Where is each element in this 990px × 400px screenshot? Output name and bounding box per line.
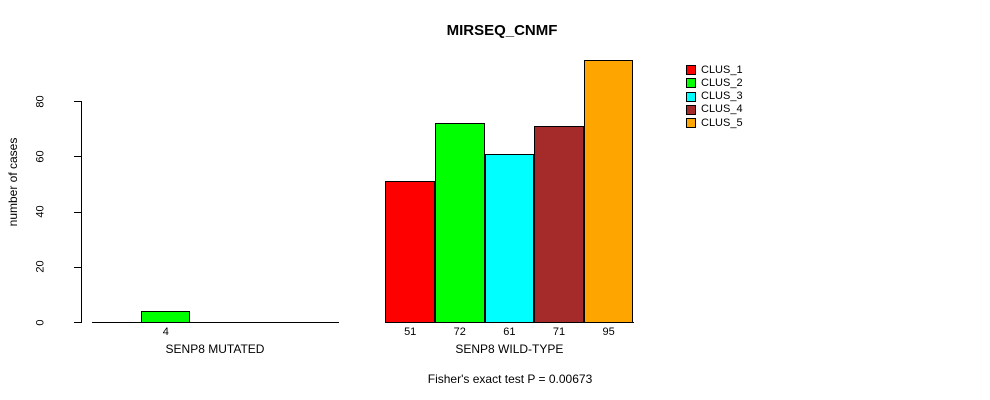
legend-swatch-clus-2 — [686, 78, 696, 89]
legend-swatch-clus-4 — [686, 104, 696, 115]
y-axis-tick — [74, 156, 81, 158]
y-tick-label: 60 — [34, 150, 46, 163]
caption-text: Fisher's exact test P = 0.00673 — [427, 372, 593, 386]
bar-value-label: 71 — [552, 326, 566, 338]
bar-clus-4-senp8-wild-type — [534, 126, 584, 323]
bar-clus-5-senp8-wild-type — [583, 59, 634, 323]
legend-swatch-clus-1 — [686, 65, 696, 75]
y-axis-line — [81, 101, 82, 323]
bar-clus-1-senp8-wild-type — [385, 181, 435, 323]
bar-clus-2-senp8-wild-type — [435, 123, 485, 323]
legend-label-clus-4: CLUS_4 — [701, 103, 743, 116]
bar-clus-2-senp8-mutated — [141, 310, 191, 323]
bar-clus-3-senp8-wild-type — [484, 153, 535, 323]
y-tick-label: 80 — [34, 95, 46, 108]
legend-swatch-clus-5 — [686, 118, 696, 129]
chart-title: MIRSEQ_CNMF — [446, 22, 558, 39]
bar-value-label: 61 — [503, 326, 516, 338]
category-label-senp8-mutated: SENP8 MUTATED — [165, 342, 265, 356]
x-baseline-senp8-mutated — [92, 322, 339, 323]
category-label-senp8-wild-type: SENP8 WILD-TYPE — [455, 342, 564, 356]
y-tick-label: 20 — [34, 260, 46, 273]
y-tick-label: 40 — [34, 205, 46, 218]
bar-value-label: 72 — [453, 326, 466, 338]
legend-label-clus-1: CLUS_1 — [701, 63, 743, 76]
legend-label-clus-3: CLUS_3 — [701, 90, 743, 103]
y-axis-tick — [74, 101, 81, 103]
legend-label-clus-2: CLUS_2 — [701, 76, 743, 89]
bar-value-label: 95 — [602, 326, 615, 338]
legend-swatch-clus-3 — [686, 91, 696, 102]
bar-value-label: 4 — [162, 326, 169, 338]
bar-value-label: 51 — [404, 326, 417, 338]
legend-label-clus-5: CLUS_5 — [701, 116, 743, 129]
y-axis-tick — [74, 211, 81, 213]
y-axis-tick — [74, 322, 81, 323]
y-tick-label: 0 — [34, 318, 46, 326]
y-axis-tick — [74, 266, 81, 268]
